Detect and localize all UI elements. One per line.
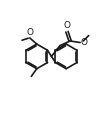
Text: O: O (81, 38, 88, 47)
Text: O: O (64, 21, 71, 30)
Text: O: O (26, 28, 33, 37)
